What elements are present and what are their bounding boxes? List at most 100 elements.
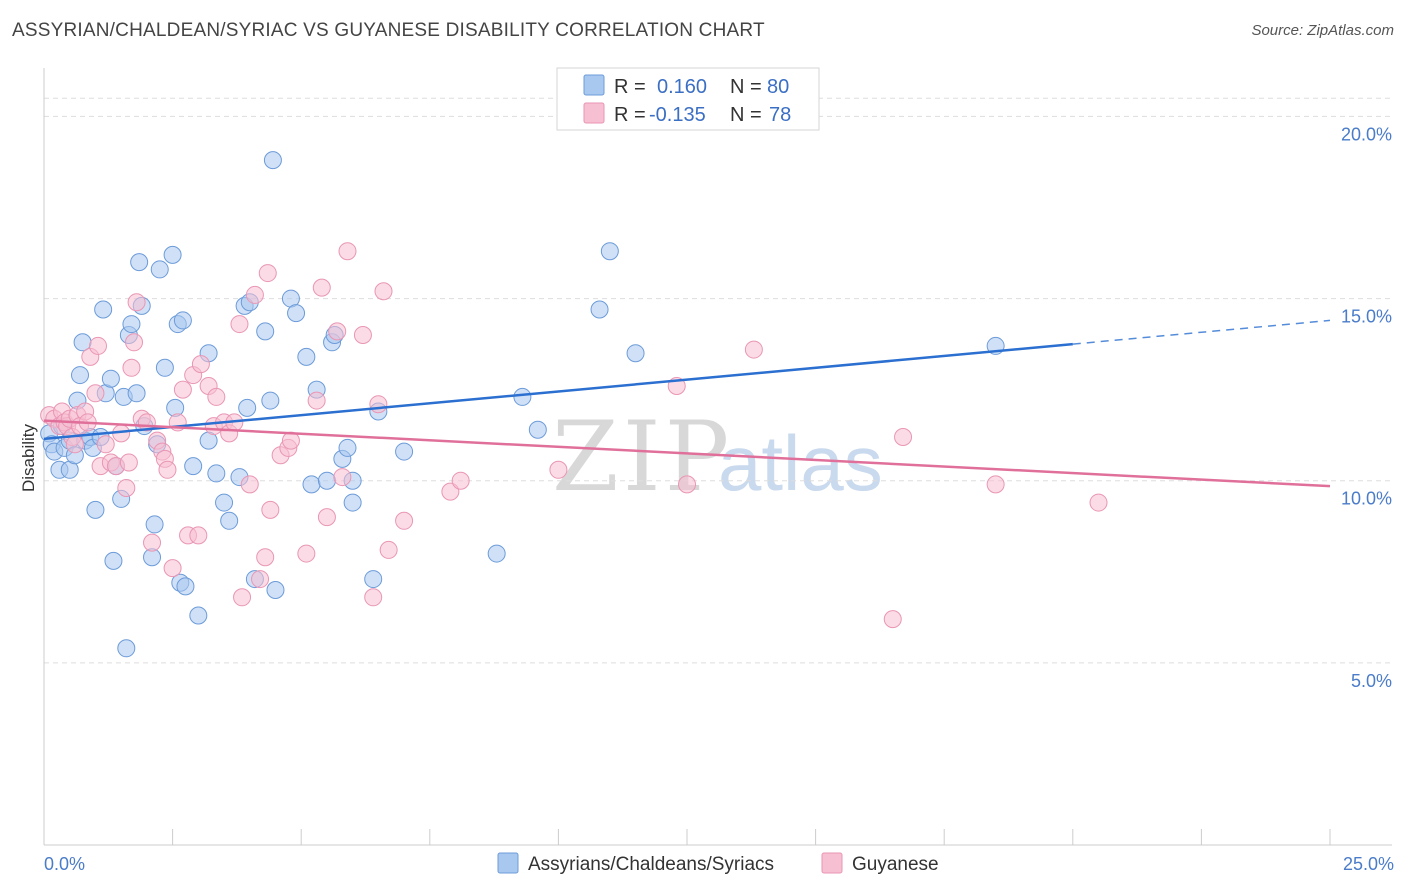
- pink-data-point: [230, 315, 249, 334]
- pink-data-point: [251, 570, 270, 589]
- pink-data-point: [261, 500, 280, 519]
- bottom-legend-label-2: Guyanese: [852, 854, 939, 875]
- blue-data-point: [176, 577, 195, 596]
- blue-data-point: [261, 391, 280, 410]
- legend-n-value-1: 80: [767, 76, 789, 98]
- trend-lines: [43, 319, 1331, 488]
- blue-data-point: [256, 322, 275, 341]
- pink-data-point: [127, 293, 146, 312]
- pink-data-point: [173, 380, 192, 399]
- blue-data-point: [184, 457, 203, 476]
- pink-data-point: [395, 511, 414, 530]
- pink-data-point: [883, 610, 902, 629]
- blue-data-point: [150, 260, 169, 279]
- pink-data-point: [441, 482, 460, 501]
- pink-data-point: [451, 471, 470, 490]
- pink-data-point: [163, 559, 182, 578]
- blue-data-point: [263, 151, 282, 170]
- pink-data-point: [191, 355, 210, 374]
- pink-data-point: [122, 358, 141, 377]
- blue-data-point: [122, 315, 141, 334]
- pink-data-point: [189, 526, 208, 545]
- legend-swatch-blue: [583, 74, 605, 96]
- pink-data-point: [986, 475, 1005, 494]
- blue-data-point: [297, 347, 316, 366]
- blue-data-point: [513, 387, 532, 406]
- blue-data-point: [338, 438, 357, 457]
- blue-data-point: [317, 471, 336, 490]
- pink-data-point: [65, 435, 84, 454]
- pink-trend-line: [43, 419, 1331, 488]
- blue-data-point: [600, 242, 619, 261]
- legend: R = 0.160 N = 80 R = -0.135 N = 78: [556, 67, 820, 131]
- legend-swatch-pink: [583, 102, 605, 124]
- chart-title: ASSYRIAN/CHALDEAN/SYRIAC VS GUYANESE DIS…: [12, 20, 765, 41]
- pink-data-point: [353, 326, 372, 344]
- blue-data-point: [145, 515, 164, 534]
- y-tick-label: 10.0%: [1341, 489, 1392, 509]
- y-tick-label: 15.0%: [1341, 307, 1392, 327]
- legend-r-label-1: R =: [614, 76, 646, 98]
- chart-source: Source: ZipAtlas.com: [1251, 22, 1394, 39]
- bottom-legend: Assyrians/Chaldeans/Syriacs Guyanese: [497, 852, 939, 875]
- pink-data-point: [233, 588, 252, 607]
- pink-data-point: [379, 540, 398, 559]
- pink-data-point: [158, 460, 177, 479]
- data-points: [40, 151, 1108, 658]
- pink-data-point: [96, 435, 115, 454]
- blue-data-point: [528, 420, 547, 439]
- watermark-zip: ZIP: [552, 401, 733, 513]
- pink-data-point: [374, 282, 393, 301]
- axes: [43, 68, 1392, 846]
- tick-labels: 5.0% 10.0% 15.0% 20.0% 0.0% 25.0%: [44, 124, 1394, 874]
- blue-data-point: [238, 398, 257, 417]
- pink-data-point: [297, 544, 316, 563]
- blue-data-point: [215, 493, 234, 512]
- pink-data-point: [89, 336, 108, 355]
- blue-data-point: [364, 570, 383, 589]
- pink-data-point: [328, 322, 347, 341]
- x-tick-label-left: 0.0%: [44, 854, 85, 874]
- pink-data-point: [143, 533, 162, 552]
- pink-data-point: [207, 387, 226, 406]
- blue-data-point: [127, 384, 146, 403]
- blue-data-point: [266, 581, 285, 599]
- pink-data-point: [678, 475, 696, 494]
- blue-data-point: [86, 500, 105, 519]
- blue-data-point: [94, 300, 113, 319]
- bottom-legend-swatch-blue: [497, 852, 519, 874]
- legend-n-value-2: 78: [769, 104, 791, 126]
- blue-data-point: [155, 358, 174, 377]
- bottom-legend-label-1: Assyrians/Chaldeans/Syriacs: [528, 854, 774, 875]
- legend-n-label-2: N =: [730, 104, 762, 126]
- pink-data-point: [1089, 493, 1108, 512]
- blue-data-point: [487, 544, 506, 563]
- blue-trend-line-extension: [1072, 319, 1331, 345]
- bottom-legend-swatch-pink: [821, 852, 843, 874]
- pink-data-point: [894, 428, 913, 446]
- pink-data-point: [256, 548, 275, 567]
- blue-data-point: [287, 304, 306, 323]
- y-tick-label: 20.0%: [1341, 124, 1392, 144]
- pink-data-point: [86, 384, 105, 403]
- pink-data-point: [549, 460, 568, 479]
- pink-data-point: [333, 468, 352, 487]
- blue-data-point: [104, 551, 123, 570]
- blue-data-point: [130, 253, 149, 272]
- blue-data-point: [101, 369, 120, 388]
- blue-trend-line: [43, 342, 1073, 441]
- blue-data-point: [302, 475, 321, 494]
- blue-data-point: [343, 493, 362, 512]
- blue-data-point: [173, 311, 192, 330]
- y-axis-label: Disability: [19, 423, 38, 492]
- legend-r-value-1: 0.160: [657, 76, 707, 98]
- pink-data-point: [307, 391, 326, 410]
- legend-n-label-1: N =: [730, 76, 762, 98]
- blue-data-point: [220, 511, 239, 530]
- pink-data-point: [125, 333, 144, 352]
- legend-r-value-2: -0.135: [649, 104, 706, 126]
- pink-data-point: [364, 588, 383, 607]
- blue-data-point: [71, 366, 90, 385]
- legend-r-label-2: R =: [614, 104, 646, 126]
